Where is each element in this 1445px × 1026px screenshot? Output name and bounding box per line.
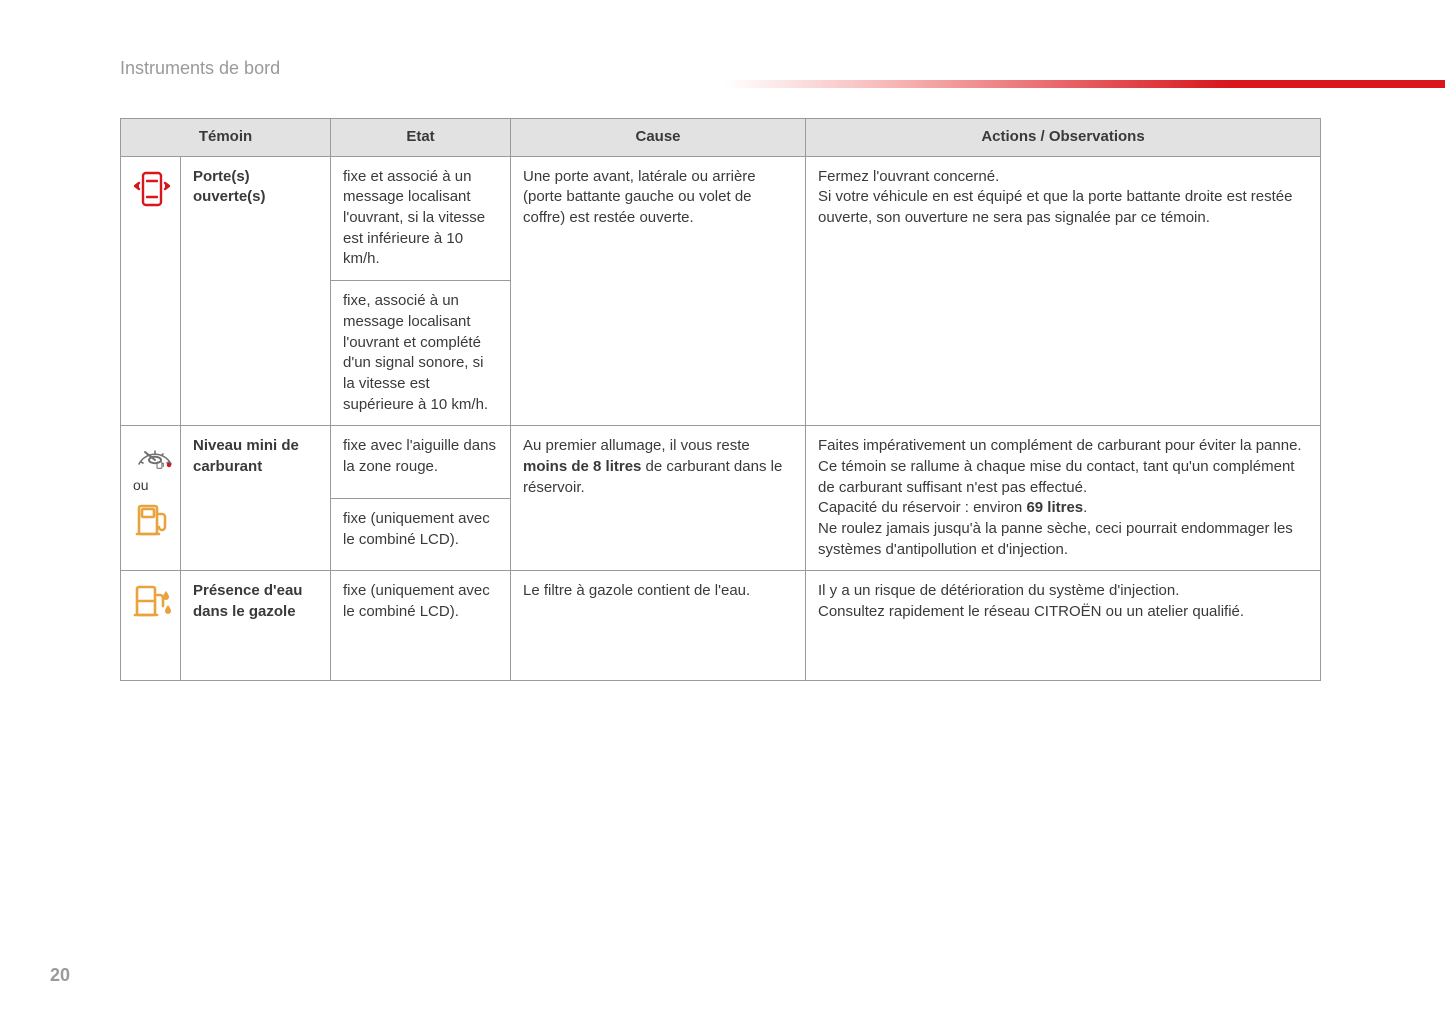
lamp-actions: Faites impérativement un complément de c… <box>806 426 1321 571</box>
lamp-name: Niveau mini de carburant <box>181 426 331 571</box>
icon-cell <box>121 571 181 681</box>
lamp-state: fixe (uniquement avec le combiné LCD). <box>331 571 511 681</box>
door-open-icon <box>133 167 171 209</box>
lamp-name: Porte(s) ouverte(s) <box>181 156 331 426</box>
col-header-witness: Témoin <box>121 119 331 157</box>
lamp-state: fixe et associé à un message localisant … <box>331 156 511 280</box>
table-row: ou Niveau mini de carburant fixe avec l'… <box>121 426 1321 499</box>
page-number: 20 <box>50 965 70 986</box>
lamp-name: Présence d'eau dans le gazole <box>181 571 331 681</box>
lamp-cause: Une porte avant, latérale ou arrière (po… <box>511 156 806 426</box>
lamp-state: fixe, associé à un message localisant l'… <box>331 281 511 426</box>
table-row: Porte(s) ouverte(s) fixe et associé à un… <box>121 156 1321 280</box>
col-header-cause: Cause <box>511 119 806 157</box>
actions-bold: 69 litres <box>1026 499 1083 516</box>
table-row: Présence d'eau dans le gazole fixe (uniq… <box>121 571 1321 681</box>
lamp-state: fixe avec l'aiguille dans la zone rouge. <box>331 426 511 499</box>
fuel-gauge-icon <box>133 436 177 470</box>
warning-lamp-table: Témoin Etat Cause Actions / Observations… <box>120 118 1321 681</box>
cause-text: Au premier allumage, il vous reste <box>523 437 750 454</box>
lamp-state: fixe (uniquement avec le combiné LCD). <box>331 498 511 571</box>
water-in-diesel-icon <box>133 581 175 621</box>
fuel-pump-icon <box>133 500 171 540</box>
lamp-cause: Le filtre à gazole contient de l'eau. <box>511 571 806 681</box>
lamp-actions: Fermez l'ouvrant concerné.Si votre véhic… <box>806 156 1321 426</box>
lamp-actions: Il y a un risque de détérioration du sys… <box>806 571 1321 681</box>
icon-cell: ou <box>121 426 181 571</box>
icon-or-label: ou <box>133 476 168 495</box>
section-title: Instruments de bord <box>120 58 280 79</box>
cause-bold: moins de 8 litres <box>523 458 641 475</box>
col-header-actions: Actions / Observations <box>806 119 1321 157</box>
col-header-state: Etat <box>331 119 511 157</box>
header-red-stripe <box>725 80 1445 88</box>
lamp-cause: Au premier allumage, il vous reste moins… <box>511 426 806 571</box>
icon-cell <box>121 156 181 426</box>
table-header-row: Témoin Etat Cause Actions / Observations <box>121 119 1321 157</box>
